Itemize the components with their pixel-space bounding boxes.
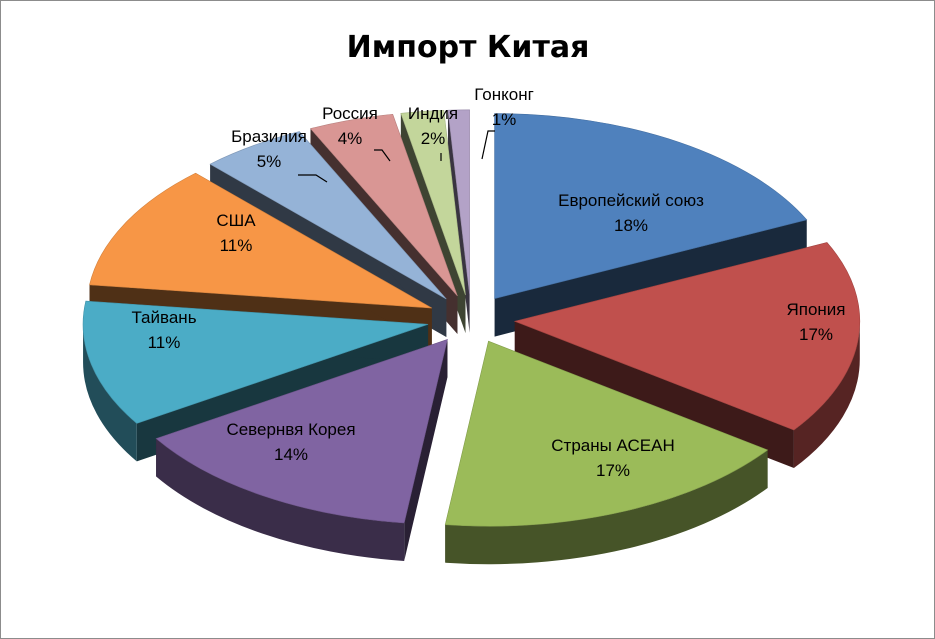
slice-4-outer-side-0 bbox=[83, 324, 137, 462]
slice-0-top bbox=[494, 113, 808, 299]
slice-pct-label-6: 5% bbox=[257, 152, 282, 171]
leader-lines bbox=[298, 130, 495, 183]
slice-label-1: Япония bbox=[786, 300, 845, 319]
slice-label-9: Гонконг bbox=[474, 85, 534, 104]
slice-pct-label-7: 4% bbox=[338, 129, 363, 148]
slice-pct-label-2: 17% bbox=[596, 461, 630, 480]
slice-2-outer-side-0 bbox=[445, 449, 768, 565]
slice-label-6: Бразилия bbox=[231, 127, 307, 146]
slice-label-3: Севернвя Корея bbox=[226, 420, 355, 439]
slice-1-radial-side-1 bbox=[514, 321, 794, 469]
leader-line-6 bbox=[298, 174, 328, 183]
slice-label-5: США bbox=[216, 211, 256, 230]
slice-3-radial-side-0 bbox=[404, 339, 448, 561]
slice-label-0: Европейский союз bbox=[558, 191, 704, 210]
slice-8-top bbox=[400, 110, 466, 296]
slice-pct-label-4: 11% bbox=[148, 333, 181, 352]
slice-4-top bbox=[82, 300, 429, 424]
slice-5-top bbox=[89, 172, 432, 309]
slice-pct-label-5: 11% bbox=[220, 236, 253, 255]
slice-2-top bbox=[444, 340, 769, 527]
leader-line-7 bbox=[374, 149, 391, 162]
slice-tops bbox=[82, 109, 861, 527]
leader-line-9 bbox=[481, 130, 495, 160]
chart-title: Импорт Китая bbox=[347, 30, 590, 65]
slice-label-2: Страны АСЕАН bbox=[551, 436, 675, 455]
slice-label-8: Индия bbox=[408, 104, 458, 123]
slice-pct-label-3: 14% bbox=[274, 445, 308, 464]
slice-pct-label-1: 17% bbox=[799, 325, 833, 344]
slice-pct-label-9: 1% bbox=[492, 110, 517, 129]
slice-6-top bbox=[209, 131, 447, 300]
slice-pct-label-8: 2% bbox=[421, 129, 446, 148]
slice-9-top bbox=[447, 109, 470, 295]
slice-1-top bbox=[513, 242, 861, 431]
slice-pct-label-0: 18% bbox=[614, 216, 648, 235]
slice-9-radial-side-0 bbox=[447, 110, 470, 333]
slice-label-7: Россия bbox=[322, 104, 378, 123]
slice-label-4: Тайвань bbox=[131, 308, 196, 327]
slice-labels: Европейский союз 18% Япония 17% Страны АСЕАН… bbox=[131, 85, 845, 480]
slice-3-top bbox=[155, 338, 448, 524]
slice-3-outer-side-0 bbox=[156, 438, 405, 561]
slice-7-top bbox=[309, 113, 458, 297]
slice-1-outer-side-0 bbox=[793, 321, 860, 469]
